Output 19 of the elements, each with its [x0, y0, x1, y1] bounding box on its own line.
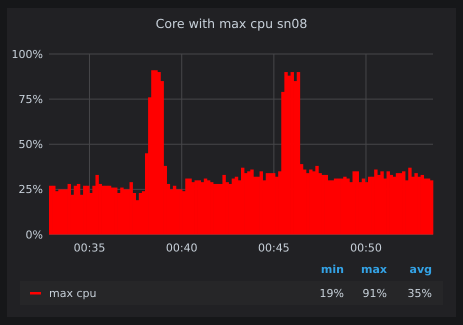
- legend-label: max cpu: [49, 287, 96, 300]
- bar: [296, 72, 300, 234]
- text: min: [320, 263, 344, 276]
- text: max: [361, 263, 387, 276]
- bar: [430, 180, 434, 234]
- x-tick-label: 00:45: [258, 242, 290, 254]
- y-tick-label: 75%: [18, 92, 43, 106]
- y-tick-label: 50%: [18, 138, 43, 152]
- chart-title: Core with max cpu sn08: [156, 16, 308, 31]
- x-tick-label: 00:35: [74, 242, 106, 254]
- x-tick-label: 00:50: [350, 242, 382, 254]
- text: 91%: [362, 287, 387, 300]
- text: 19%: [320, 287, 344, 300]
- y-tick-label: 100%: [12, 48, 43, 61]
- y-tick-label: 25%: [18, 183, 43, 196]
- text: avg: [410, 263, 432, 276]
- text: 35%: [408, 287, 432, 300]
- x-tick-label: 00:40: [166, 242, 198, 254]
- y-tick-label: 0%: [26, 228, 43, 242]
